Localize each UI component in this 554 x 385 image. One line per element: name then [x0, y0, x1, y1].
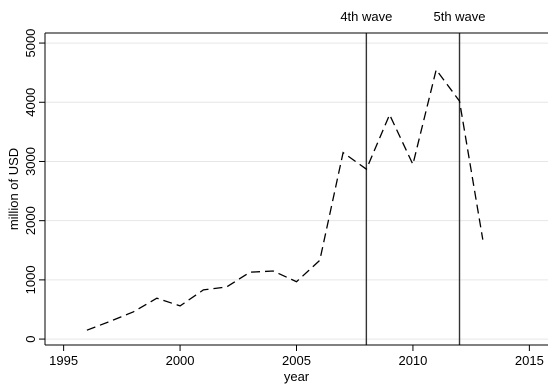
x-tick-label: 2005: [282, 353, 311, 368]
wave-markers: 4th wave 5th wave: [340, 9, 486, 345]
y-tick-label: 0: [23, 335, 38, 342]
x-axis-title: year: [284, 369, 310, 384]
x-tick-label: 1995: [49, 353, 78, 368]
y-tick-label: 4000: [23, 88, 38, 117]
x-tick-label: 2000: [166, 353, 195, 368]
y-axis-title: million of USD: [6, 148, 21, 230]
series-line: [86, 68, 484, 331]
y-tick-label: 1000: [23, 265, 38, 294]
wave-label: 5th wave: [433, 9, 485, 24]
axes: 0 1000 2000 3000 4000 5000 1995 2000 2005 2010 201…: [23, 29, 548, 368]
y-tick-label: 2000: [23, 206, 38, 235]
y-tick-label: 5000: [23, 29, 38, 58]
gridlines: [45, 42, 548, 340]
y-tick-label: 3000: [23, 147, 38, 176]
series-layer: [86, 68, 484, 331]
wave-label: 4th wave: [340, 9, 392, 24]
x-tick-label: 2015: [515, 353, 544, 368]
x-tick-label: 2010: [398, 353, 427, 368]
